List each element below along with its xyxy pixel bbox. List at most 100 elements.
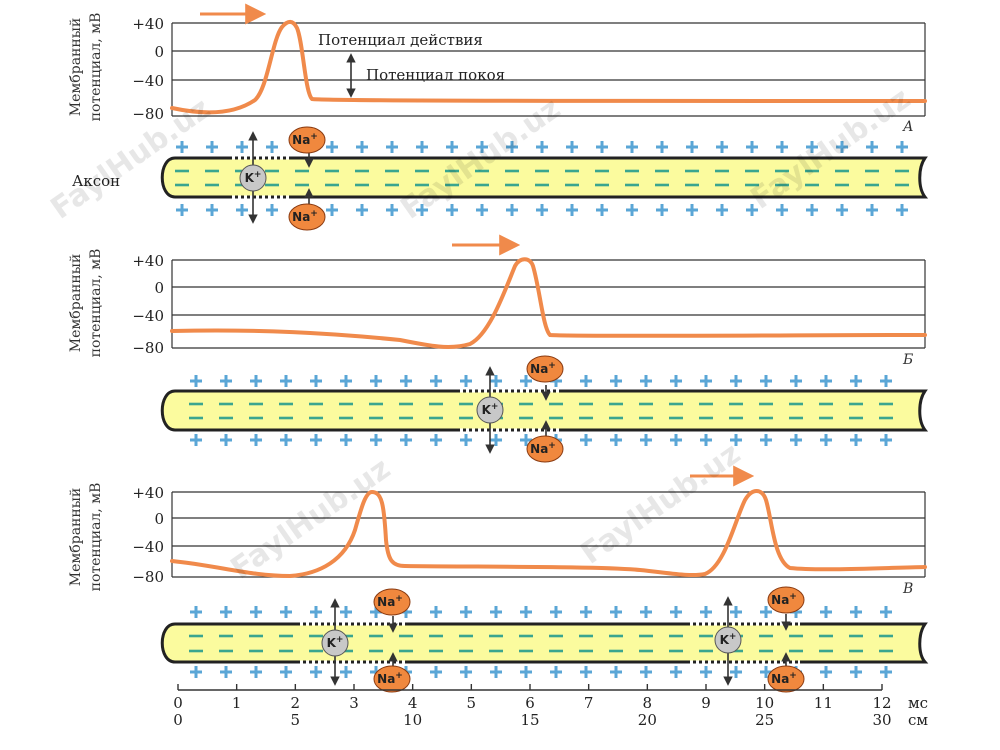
y-tick-label: 0 [154,510,164,528]
time-tick-label: 4 [408,694,418,712]
plus-charge [580,666,592,678]
distance-tick-label: 5 [291,711,301,729]
plot-frame [171,22,926,117]
plus-charge [850,375,862,387]
y-axis-title: Мембранный потенциал, мВ [68,13,104,122]
plus-charge [280,666,292,678]
plus-charge [280,375,292,387]
plus-charge [640,606,652,618]
plus-charge [776,141,788,153]
plus-charge [460,606,472,618]
na-ion-label: Na+ [771,671,797,686]
plus-charge [866,141,878,153]
y-axis-title-line2: потенциал, мВ [88,13,104,122]
time-tick-label: 6 [525,694,535,712]
watermark: FaylHub.uz [225,451,397,586]
panel-c: Мембранный потенциал, мВ +40 0 −40 −80 В [68,465,927,597]
na-ion-label: Na+ [292,209,318,224]
time-tick-label: 0 [173,694,183,712]
plus-charge [416,204,428,216]
plus-charge [310,666,322,678]
plus-charge [836,141,848,153]
plus-charge [190,606,202,618]
plus-charge [596,141,608,153]
plus-charge [490,434,502,446]
plus-charge [490,606,502,618]
plus-charge [670,666,682,678]
plus-charge [640,375,652,387]
plus-charge [490,666,502,678]
plus-charge [806,141,818,153]
y-tick-label: 0 [154,279,164,297]
plus-charge [716,141,728,153]
na-ion-label: Na+ [530,441,556,456]
plus-charge [700,606,712,618]
plus-charge [550,606,562,618]
plus-charge [686,204,698,216]
panel-a: Мембранный потенциал, мВ +40 0 −40 −80 П… [68,3,927,135]
plus-charge [866,204,878,216]
na-ion-label: Na+ [377,594,403,609]
panel-letter: Б [902,352,913,368]
plus-charge [340,434,352,446]
y-tick-label: −40 [132,72,164,90]
axon-b: K+ Na+ Na+ [160,355,929,463]
plus-charge [250,666,262,678]
ion-channel: K+ Na+ Na+ [232,126,326,231]
ion-channel: K+ Na+ Na+ [300,588,411,693]
plus-charge [356,204,368,216]
plus-charge [310,434,322,446]
y-tick-label: −40 [132,538,164,556]
plus-charge [430,606,442,618]
plus-charge [370,375,382,387]
panel-b: Мембранный потенциал, мВ +40 0 −40 −80 Б [68,234,927,368]
time-tick-label: 8 [643,694,653,712]
plus-charge [880,606,892,618]
plus-charge [610,606,622,618]
plus-charge [850,434,862,446]
plus-charge [670,606,682,618]
plus-charge [550,666,562,678]
time-tick-label: 10 [755,694,774,712]
plus-charge [206,141,218,153]
plus-charge [520,375,532,387]
distance-tick-label: 10 [403,711,422,729]
distance-tick-label: 20 [638,711,657,729]
plus-charge [250,434,262,446]
plus-charge [806,204,818,216]
y-tick-label: −80 [132,339,164,357]
plus-charge [820,666,832,678]
plus-charge [700,375,712,387]
plus-charge [760,606,772,618]
ion-channel: K+ Na+ Na+ [460,355,564,463]
k-ion-label: K+ [327,635,344,650]
plus-charge [730,434,742,446]
y-axis-title-line1: Мембранный [68,488,84,586]
plus-charge [896,204,908,216]
charge-layer [175,141,909,216]
plus-charge [190,434,202,446]
plus-charge [820,375,832,387]
plus-charge [716,204,728,216]
plus-charge [580,375,592,387]
plus-charge [760,434,772,446]
y-axis-title-line2: потенциал, мВ [88,483,104,592]
time-tick-label: 1 [232,694,242,712]
plus-charge [820,606,832,618]
plus-charge [236,204,248,216]
plus-charge [566,204,578,216]
plus-charge [266,141,278,153]
plus-charge [220,606,232,618]
plus-charge [520,434,532,446]
plus-charge [880,375,892,387]
plus-charge [370,434,382,446]
plus-charge [640,434,652,446]
plus-charge [760,666,772,678]
plus-charge [356,141,368,153]
axon-c: K+ Na+ Na+ K+ Na+ Na+ [160,586,929,693]
plus-charge [386,141,398,153]
plus-charge [340,375,352,387]
plus-charge [340,666,352,678]
plus-charge [190,375,202,387]
